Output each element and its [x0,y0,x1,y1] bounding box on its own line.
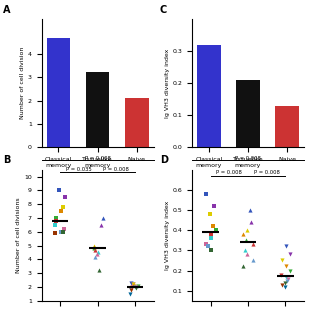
Point [203,242,208,247]
Point [60,229,65,234]
Point [127,291,132,296]
Point [280,258,285,263]
Point [131,282,136,287]
Y-axis label: Ig VH3 diversity index: Ig VH3 diversity index [164,201,170,270]
Point [288,252,293,257]
Point [56,188,61,193]
Point [129,284,134,290]
Text: P = 0.008: P = 0.008 [235,156,261,161]
X-axis label: B cell subpopulation: B cell subpopulation [66,171,130,175]
Point [129,287,134,292]
Text: P = 0.008: P = 0.008 [85,156,110,161]
X-axis label: B cell subpopulation: B cell subpopulation [216,171,280,175]
Point [247,207,252,212]
Text: C: C [160,5,167,15]
Text: P = 0.008: P = 0.008 [254,170,280,175]
Point [63,195,68,200]
Point [133,284,139,290]
Point [95,250,100,255]
Point [250,242,255,247]
Point [285,278,290,283]
Bar [47,38,70,147]
Point [242,248,247,253]
Point [92,243,97,248]
Point [249,220,254,225]
Text: P = 0.035: P = 0.035 [66,167,92,172]
Text: P = 0.008: P = 0.008 [216,170,242,175]
Point [99,222,104,228]
Point [136,283,141,288]
Point [213,228,219,233]
Point [128,280,133,285]
Bar [125,98,148,147]
Point [92,244,97,250]
Point [209,232,214,237]
Point [92,246,97,251]
Point [287,268,292,273]
Point [279,272,284,277]
Point [54,218,59,223]
Y-axis label: Ig VH3 diversity index: Ig VH3 diversity index [164,49,170,118]
Point [279,282,284,287]
Text: B: B [3,155,11,165]
Point [283,274,288,279]
Point [211,204,216,209]
Point [93,254,98,259]
Point [243,238,248,243]
Text: A: A [3,5,11,15]
Point [60,204,65,210]
Point [54,215,59,220]
Point [132,283,137,288]
Point [53,222,58,228]
Point [283,264,288,269]
Point [93,247,98,252]
Point [62,227,67,232]
Y-axis label: Number of cell divisions: Number of cell divisions [16,197,21,273]
Point [245,252,250,257]
Point [100,215,105,220]
Point [96,268,101,273]
Point [59,229,64,234]
Point [52,231,58,236]
Point [59,208,64,213]
Text: D: D [160,155,168,165]
Bar [86,72,109,147]
Point [285,276,291,281]
Point [207,212,212,217]
Point [283,280,288,285]
Point [94,251,100,256]
Y-axis label: Number of cell division: Number of cell division [20,47,25,119]
Point [127,286,132,291]
Point [208,248,213,253]
Point [205,244,211,249]
Point [211,224,216,229]
Point [208,236,213,241]
Point [240,264,245,269]
Point [250,258,255,263]
Text: P = 0.008: P = 0.008 [103,167,129,172]
Bar [197,45,220,147]
Point [132,284,138,290]
Bar [236,80,260,147]
Point [130,282,135,287]
Point [284,244,289,249]
Point [283,284,288,289]
Bar [276,106,299,147]
Point [204,191,209,196]
Point [133,286,139,291]
Point [244,228,249,233]
Point [241,232,246,237]
